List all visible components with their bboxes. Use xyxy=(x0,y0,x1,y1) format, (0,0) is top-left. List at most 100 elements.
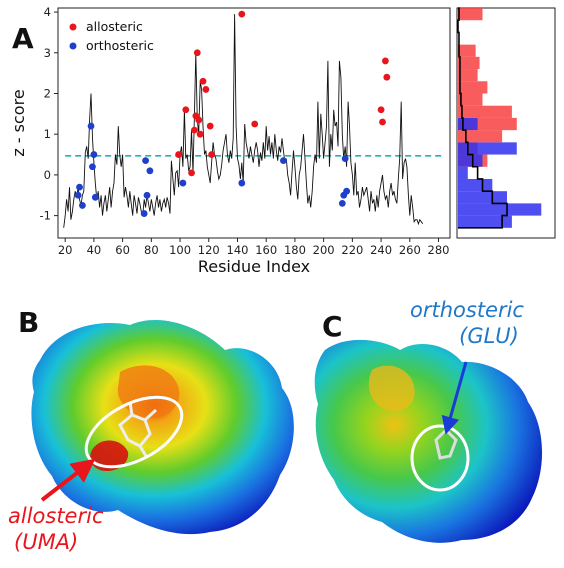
y-axis-title: z - score xyxy=(9,89,28,156)
allosteric-point xyxy=(199,77,207,85)
surface-c-yellow-patch xyxy=(368,365,415,411)
orthosteric-point xyxy=(280,157,287,165)
allosteric-hist-bar xyxy=(458,56,480,70)
allosteric-point xyxy=(377,106,385,114)
legend-allosteric-marker xyxy=(69,23,77,31)
side-histogram xyxy=(456,7,556,239)
y-tick-label: 3 xyxy=(44,46,51,60)
allosteric-hist-bar xyxy=(458,44,476,57)
legend-allosteric-label: allosteric xyxy=(86,19,143,34)
panel-c-letter: C xyxy=(322,310,343,343)
x-tick-label: 220 xyxy=(341,243,363,257)
allosteric-point xyxy=(193,49,201,57)
orthosteric-hist-bar xyxy=(458,117,478,131)
allosteric-point xyxy=(188,169,195,177)
orthosteric-glu-label-line1: orthosteric xyxy=(410,298,524,322)
orthosteric-point xyxy=(143,191,151,199)
y-tick-label: -1 xyxy=(40,209,51,223)
orthosteric-glu-label-line2: (GLU) xyxy=(459,324,519,348)
orthosteric-point xyxy=(91,193,99,201)
allosteric-point xyxy=(379,118,386,126)
allosteric-point xyxy=(196,130,204,138)
legend: allosteric orthosteric xyxy=(69,19,154,53)
allosteric-point xyxy=(175,151,183,158)
allosteric-hist-bar xyxy=(458,81,488,94)
panel-b-letter: B xyxy=(18,306,40,339)
orthosteric-point xyxy=(142,157,149,165)
orthosteric-hist-bar xyxy=(458,215,512,228)
surface-b-shape xyxy=(31,320,294,535)
surface-b-red-pocket xyxy=(90,440,129,472)
allosteric-site-circle xyxy=(84,395,184,469)
x-tick-label: 140 xyxy=(227,243,249,257)
plot-frame xyxy=(57,7,451,239)
orthosteric-point xyxy=(343,187,351,195)
allosteric-hist-bar xyxy=(458,69,478,82)
x-tick-label: 60 xyxy=(115,243,130,257)
orthosteric-pointer-arrow xyxy=(441,361,468,435)
orthosteric-point xyxy=(79,202,86,209)
binding-site-points xyxy=(74,10,391,217)
x-axis-title: Residue Index xyxy=(198,257,310,276)
x-tick-label: 240 xyxy=(370,243,392,257)
y-tick-label: 1 xyxy=(44,127,51,141)
orthosteric-point xyxy=(179,179,187,187)
orthosteric-hist-bar xyxy=(458,166,468,179)
protein-surface-c xyxy=(314,339,543,543)
x-tick-label: 260 xyxy=(399,243,421,257)
x-tick-label: 80 xyxy=(144,243,159,257)
allosteric-point xyxy=(191,126,198,134)
orthosteric-point xyxy=(76,183,83,191)
x-axis-ticks: 20 40 60 80 100 120 140 160 180 200 220 240 260 280 xyxy=(58,238,450,257)
allosteric-uma-label-line1: allosteric xyxy=(8,504,104,528)
allosteric-point xyxy=(202,86,210,93)
orthosteric-point xyxy=(74,191,82,199)
x-tick-label: 200 xyxy=(313,243,335,257)
allosteric-point xyxy=(381,57,389,65)
x-tick-label: 180 xyxy=(284,243,306,257)
allosteric-point xyxy=(383,73,391,81)
protein-surface-b xyxy=(31,320,294,535)
orthosteric-hist-bar xyxy=(458,191,507,204)
zscore-plot: -1 0 1 2 3 4 20 40 60 80 100 120 140 160 180 200 220 240… xyxy=(9,5,451,276)
orthosteric-point xyxy=(238,179,246,187)
allosteric-point xyxy=(182,106,190,114)
orthosteric-point xyxy=(87,122,95,130)
orthosteric-hist-bar xyxy=(458,178,493,192)
orthosteric-hist-bar xyxy=(458,142,517,155)
x-tick-label: 280 xyxy=(428,243,450,257)
allosteric-hist-bar xyxy=(458,130,503,143)
allosteric-point xyxy=(238,10,246,18)
allosteric-point xyxy=(251,120,259,128)
orthosteric-site-circle xyxy=(410,424,470,492)
y-axis-ticks: -1 0 1 2 3 4 xyxy=(40,5,58,223)
allosteric-hist-bar xyxy=(458,105,512,118)
allosteric-point xyxy=(206,122,214,130)
panel-a-letter: A xyxy=(12,22,34,55)
allosteric-hist-bar xyxy=(458,8,483,21)
orthosteric-point xyxy=(338,199,346,207)
orthosteric-glu-label: orthosteric (GLU) xyxy=(410,297,524,349)
x-tick-label: 100 xyxy=(169,243,191,257)
allosteric-uma-label-line2: (UMA) xyxy=(14,530,79,554)
orthosteric-point xyxy=(90,151,98,158)
y-tick-label: 0 xyxy=(44,168,51,182)
allosteric-point xyxy=(208,151,216,158)
orthosteric-point xyxy=(146,167,154,175)
allosteric-point xyxy=(195,116,203,124)
allosteric-pointer-arrow xyxy=(40,458,96,502)
orthosteric-point xyxy=(140,210,148,217)
y-tick-label: 4 xyxy=(44,5,51,19)
histogram-frame xyxy=(456,7,556,239)
x-tick-label: 160 xyxy=(255,243,277,257)
legend-orthosteric-label: orthosteric xyxy=(86,38,154,53)
x-tick-label: 20 xyxy=(58,243,73,257)
orthosteric-hist-bar xyxy=(458,203,542,216)
allosteric-uma-label: allosteric (UMA) xyxy=(8,503,104,555)
orthosteric-point xyxy=(341,155,349,163)
all-residues-hist-outline xyxy=(457,7,508,229)
y-tick-label: 2 xyxy=(44,86,51,100)
x-tick-label: 120 xyxy=(198,243,220,257)
x-tick-label: 40 xyxy=(87,243,102,257)
